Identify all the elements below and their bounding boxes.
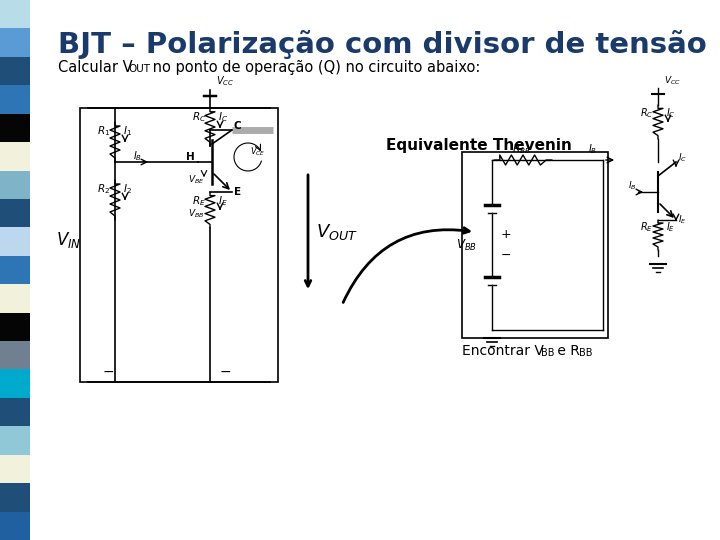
Text: H: H [186, 152, 194, 162]
Text: $R_1$: $R_1$ [97, 124, 110, 138]
Bar [0, 511, 30, 540]
Text: $I_C$: $I_C$ [678, 151, 687, 164]
Bar [0, 341, 30, 369]
Bar [0, 0, 30, 29]
Text: OUT: OUT [128, 64, 150, 74]
Text: $V_{OUT}$: $V_{OUT}$ [316, 222, 358, 242]
Text: E: E [234, 187, 241, 197]
Text: $R_E$: $R_E$ [640, 220, 653, 234]
Text: $I_B$: $I_B$ [628, 179, 636, 192]
Bar [0, 142, 30, 171]
Text: Encontrar V: Encontrar V [462, 344, 544, 358]
Text: $V_{BB}$: $V_{BB}$ [188, 207, 204, 219]
Text: $I_E$: $I_E$ [678, 213, 687, 226]
Text: C: C [234, 121, 242, 131]
Text: $I_E$: $I_E$ [218, 194, 228, 208]
Text: $V_{IN}$: $V_{IN}$ [56, 230, 81, 250]
Text: $I_C$: $I_C$ [218, 110, 228, 124]
Text: $I_C$: $I_C$ [666, 106, 675, 120]
Bar [0, 57, 30, 85]
Bar [0, 227, 30, 256]
Text: $I_B$: $I_B$ [588, 142, 597, 156]
Bar [462, 152, 608, 338]
Text: $R_C$: $R_C$ [640, 106, 654, 120]
Text: Calcular V: Calcular V [58, 60, 132, 75]
Bar [0, 114, 30, 142]
Text: BB: BB [579, 348, 593, 358]
Text: BB: BB [541, 348, 554, 358]
Text: −: − [501, 248, 511, 261]
Bar [0, 483, 30, 511]
Text: $V_{CE}$: $V_{CE}$ [250, 146, 266, 159]
Text: $I_1$: $I_1$ [123, 124, 132, 138]
Text: no ponto de operação (Q) no circuito abaixo:: no ponto de operação (Q) no circuito aba… [148, 60, 480, 75]
Text: $R_C$: $R_C$ [192, 110, 206, 124]
Text: Equivalente Thevenin: Equivalente Thevenin [386, 138, 572, 153]
Text: e R: e R [553, 344, 580, 358]
Bar [0, 199, 30, 227]
Bar [0, 426, 30, 455]
Text: $I_E$: $I_E$ [666, 220, 675, 234]
Bar [0, 171, 30, 199]
Bar [0, 256, 30, 284]
Text: −: − [219, 365, 231, 379]
Text: $V_{CC}$: $V_{CC}$ [216, 74, 234, 88]
Bar [0, 29, 30, 57]
Text: $I_2$: $I_2$ [123, 182, 132, 196]
Bar [0, 455, 30, 483]
Text: $R_2$: $R_2$ [97, 182, 110, 196]
Text: $I_B$: $I_B$ [133, 149, 142, 163]
Text: +: + [501, 228, 512, 241]
Bar [0, 398, 30, 426]
Bar [0, 85, 30, 114]
Text: $V_{CC}$: $V_{CC}$ [664, 75, 681, 87]
Bar [0, 284, 30, 313]
Bar [0, 369, 30, 398]
Text: −: − [102, 365, 114, 379]
Text: $V_{BB}$: $V_{BB}$ [456, 238, 477, 253]
Text: $R_{BB}$: $R_{BB}$ [512, 142, 531, 156]
Bar [0, 313, 30, 341]
Text: $R_E$: $R_E$ [192, 194, 206, 208]
Text: $V_{BE}$: $V_{BE}$ [188, 173, 204, 186]
Bar [80, 108, 278, 382]
Text: BJT – Polarização com divisor de tensão: BJT – Polarização com divisor de tensão [58, 30, 707, 59]
